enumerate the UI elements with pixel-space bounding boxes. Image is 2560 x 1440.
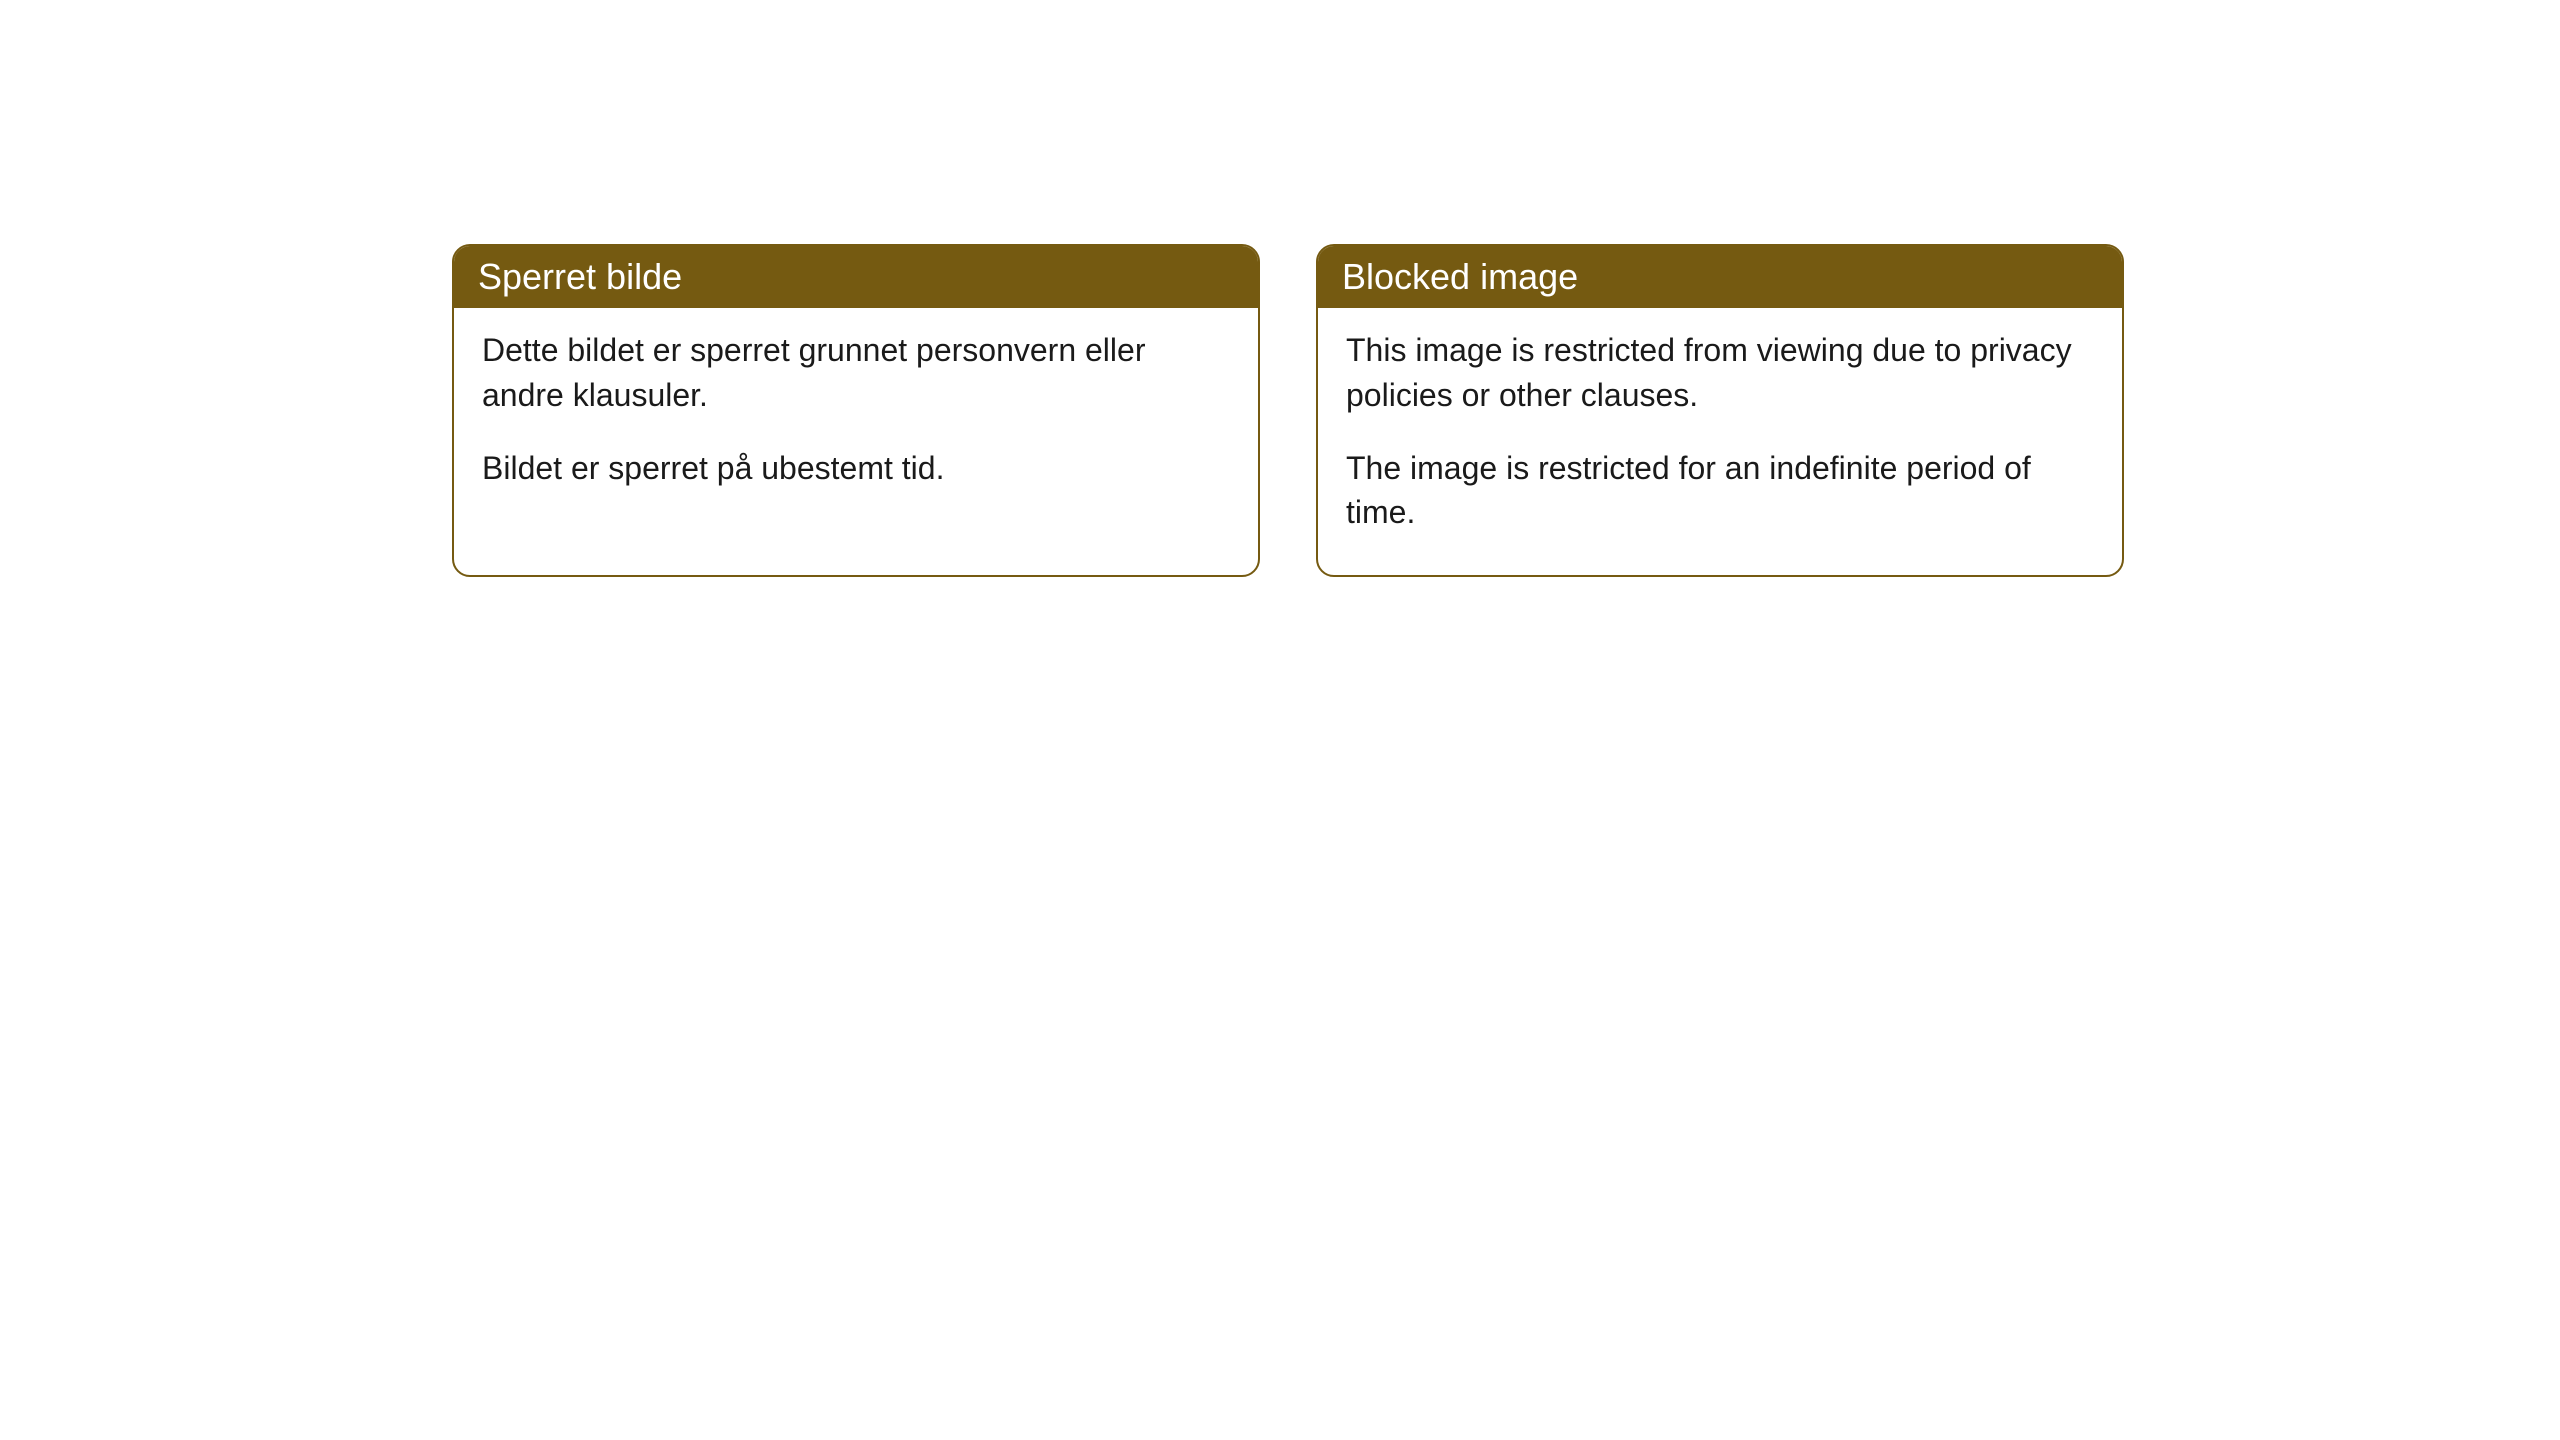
notice-container: Sperret bilde Dette bildet er sperret gr…: [0, 0, 2560, 577]
card-body-no: Dette bildet er sperret grunnet personve…: [454, 308, 1258, 530]
card-paragraph-en-1: This image is restricted from viewing du…: [1346, 328, 2094, 418]
card-paragraph-no-2: Bildet er sperret på ubestemt tid.: [482, 446, 1230, 491]
card-paragraph-en-2: The image is restricted for an indefinit…: [1346, 446, 2094, 536]
card-header-en: Blocked image: [1318, 246, 2122, 308]
blocked-image-card-no: Sperret bilde Dette bildet er sperret gr…: [452, 244, 1260, 577]
card-body-en: This image is restricted from viewing du…: [1318, 308, 2122, 575]
card-paragraph-no-1: Dette bildet er sperret grunnet personve…: [482, 328, 1230, 418]
card-header-no: Sperret bilde: [454, 246, 1258, 308]
blocked-image-card-en: Blocked image This image is restricted f…: [1316, 244, 2124, 577]
